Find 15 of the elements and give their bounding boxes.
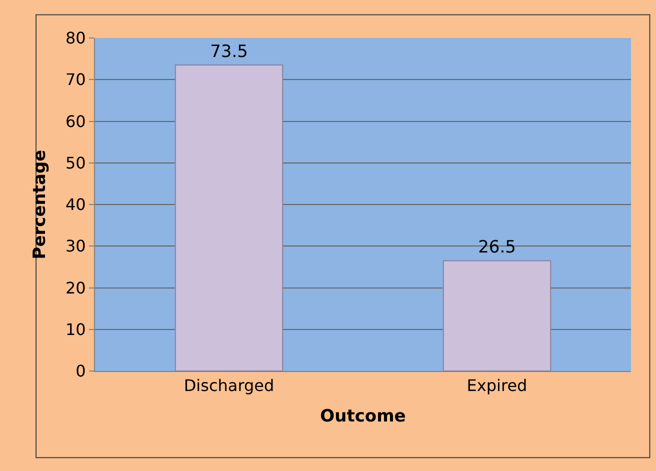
x-tick-label: Expired xyxy=(466,376,528,396)
y-tick-label: 80 xyxy=(65,28,86,48)
y-tick-label: 10 xyxy=(65,320,86,339)
y-tick-label: 60 xyxy=(65,112,86,131)
y-tick-label: 40 xyxy=(65,195,86,214)
y-tick-label: 30 xyxy=(65,236,86,256)
x-tick-label: Discharged xyxy=(184,376,274,396)
y-tick-label: 0 xyxy=(76,362,86,381)
y-axis-title: Percentage xyxy=(30,150,50,260)
x-axis-title: Outcome xyxy=(320,406,406,427)
y-tick-label: 20 xyxy=(65,278,86,298)
data-label: 73.5 xyxy=(210,42,248,62)
y-tick-label: 50 xyxy=(65,153,86,172)
y-tick-label: 70 xyxy=(65,70,86,90)
data-label: 26.5 xyxy=(478,238,516,258)
